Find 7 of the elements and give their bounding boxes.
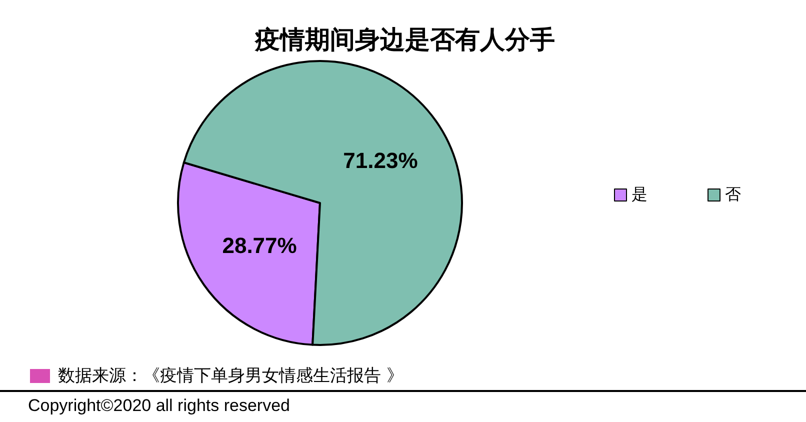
text: Copyright©2020 all rights reserved: [28, 396, 290, 416]
legend-label: 否: [725, 186, 741, 204]
chart-title: 疫情期间身边是否有人分手: [254, 25, 555, 54]
data-label: 28.77%: [222, 233, 297, 258]
source-note: 数据来源：《疫情下单身男女情感生活报告 》: [58, 365, 404, 387]
legend-label: 是: [632, 186, 648, 204]
data-label: 71.23%: [343, 148, 418, 173]
